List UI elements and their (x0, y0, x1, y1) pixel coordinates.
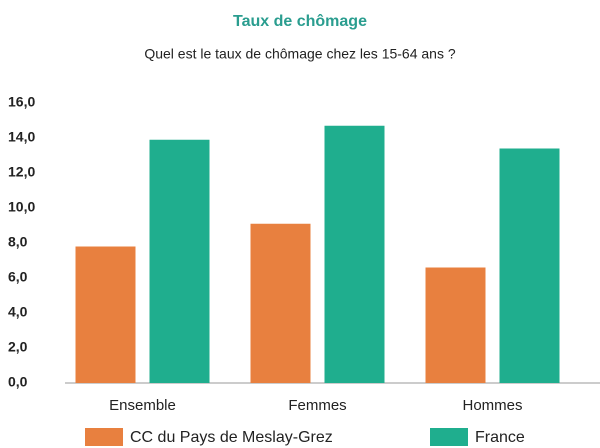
y-tick-label: 10,0 (8, 199, 35, 215)
x-tick-label: Hommes (462, 397, 522, 414)
y-tick-label: 6,0 (8, 269, 28, 285)
x-tick-label: Ensemble (109, 397, 176, 414)
bar (499, 148, 560, 383)
y-tick-label: 2,0 (8, 339, 28, 355)
y-tick-label: 4,0 (8, 304, 28, 320)
chart-subtitle: Quel est le taux de chômage chez les 15-… (144, 46, 456, 62)
bar (250, 223, 311, 383)
legend-label: CC du Pays de Meslay-Grez (130, 429, 333, 446)
bar (75, 246, 136, 383)
y-tick-label: 8,0 (8, 234, 28, 250)
legend-swatch (85, 428, 123, 446)
chart-title: Taux de chômage (233, 13, 367, 30)
bar (324, 125, 385, 383)
bar (425, 267, 486, 383)
y-tick-label: 0,0 (8, 374, 28, 390)
y-tick-label: 14,0 (8, 129, 35, 145)
bar (149, 139, 210, 383)
x-tick-label: Femmes (288, 397, 346, 414)
y-tick-label: 12,0 (8, 164, 35, 180)
legend-swatch (430, 428, 468, 446)
y-tick-label: 16,0 (8, 94, 35, 110)
legend-label: France (475, 429, 525, 446)
